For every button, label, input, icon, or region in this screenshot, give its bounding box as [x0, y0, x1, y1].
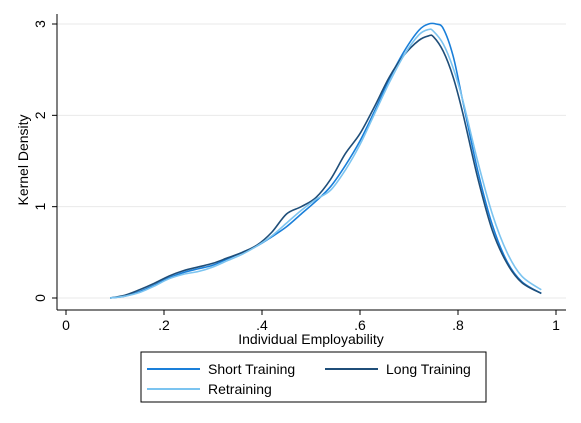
y-tick-label-2: 2 [32, 111, 48, 119]
series-line-long-training [109, 34, 542, 299]
legend-box [140, 351, 487, 403]
x-tick-label-5: 1 [552, 317, 560, 333]
gridlines [57, 23, 566, 299]
x-tick-label-2: .4 [256, 317, 268, 333]
x-tick-label-0: 0 [62, 317, 70, 333]
y-tick-label-1: 1 [32, 203, 48, 211]
series-layer [109, 22, 542, 299]
legend-label-long-training: Long Training [386, 361, 471, 377]
y-tick-label-0: 0 [32, 294, 48, 302]
x-tick-label-4: .8 [452, 317, 464, 333]
legend: Short Training Long Training Retraining [140, 351, 487, 403]
y-axis-title: Kernel Density [15, 114, 31, 205]
series-line-short-training [110, 22, 542, 299]
y-tick-label-3: 3 [32, 20, 48, 28]
legend-label-retraining: Retraining [208, 381, 272, 397]
series-line-retraining [110, 28, 542, 299]
x-tick-label-1: .2 [158, 317, 170, 333]
axes: 0 1 2 3 0 .2 .4 .6 .8 1 [32, 14, 566, 333]
x-tick-label-3: .6 [354, 317, 366, 333]
legend-label-short-training: Short Training [208, 361, 295, 377]
x-axis-title: Individual Employability [238, 331, 384, 347]
